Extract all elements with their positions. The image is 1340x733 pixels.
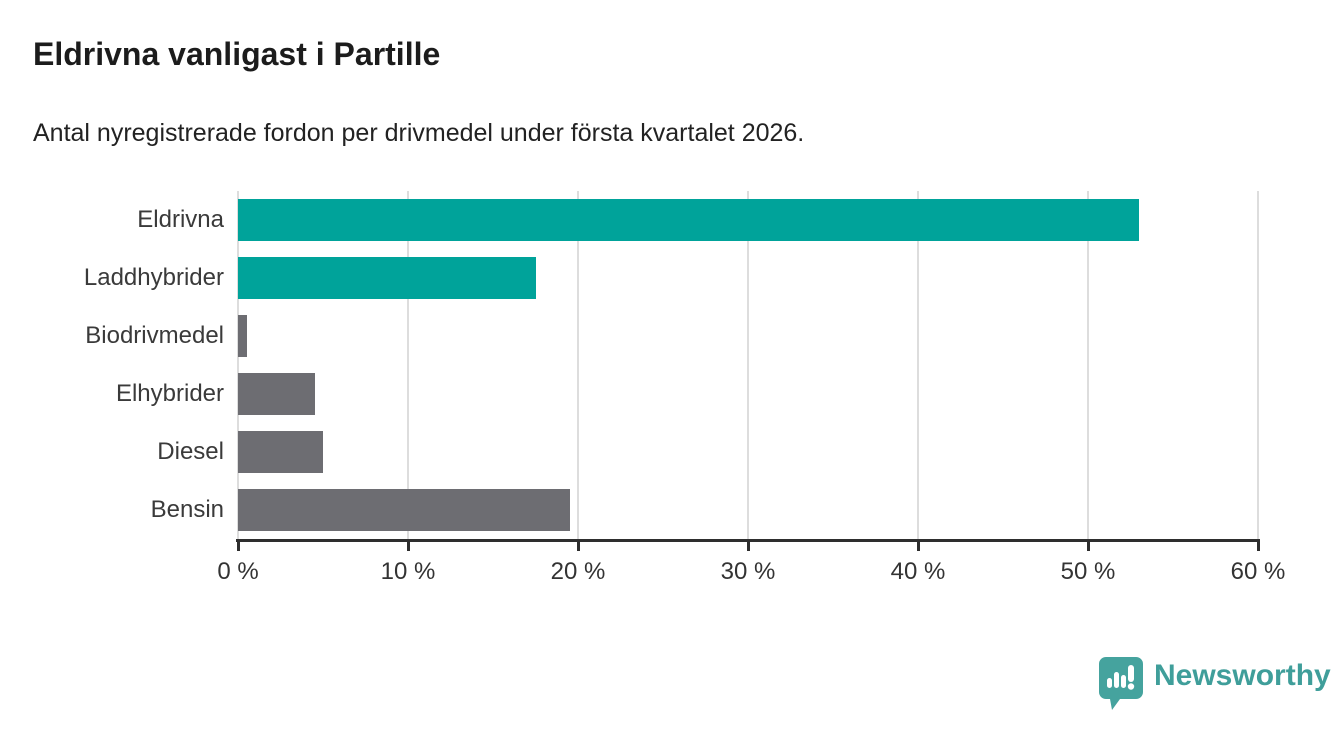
category-label: Elhybrider — [115, 380, 224, 407]
brand-name: Newsworthy — [1154, 659, 1331, 692]
gridline — [747, 191, 749, 539]
category-label: Biodrivmedel — [85, 322, 224, 349]
x-axis-tick — [407, 542, 410, 551]
bar-diesel — [238, 431, 323, 473]
x-axis-tick — [1087, 542, 1090, 551]
gridline — [917, 191, 919, 539]
bar-bensin — [238, 489, 570, 531]
x-tick-label: 0 % — [217, 558, 259, 585]
chart-subtitle: Antal nyregistrerade fordon per drivmede… — [33, 119, 805, 147]
chart-title: Eldrivna vanligast i Partille — [33, 36, 441, 72]
category-label: Eldrivna — [137, 206, 224, 233]
x-axis-tick — [1257, 542, 1260, 551]
newsworthy-brand-link[interactable]: Newsworthy — [1098, 656, 1331, 712]
x-axis-tick — [237, 542, 240, 551]
gridline — [237, 191, 239, 539]
x-tick-label: 20 % — [550, 558, 606, 585]
bar-elhybrider — [238, 373, 315, 415]
x-tick-label: 60 % — [1230, 558, 1286, 585]
x-axis-tick — [917, 542, 920, 551]
bar-biodrivmedel — [238, 315, 247, 357]
x-tick-label: 30 % — [720, 558, 776, 585]
x-axis-tick — [747, 542, 750, 551]
category-label: Diesel — [157, 438, 224, 465]
category-label: Bensin — [150, 496, 224, 523]
bar-laddhybrider — [238, 257, 536, 299]
x-axis-line — [236, 539, 1260, 542]
gridline — [1087, 191, 1089, 539]
x-tick-label: 50 % — [1060, 558, 1116, 585]
category-label: Laddhybrider — [83, 264, 224, 291]
gridline — [407, 191, 409, 539]
bar-eldrivna — [238, 199, 1139, 241]
newsworthy-logo-icon — [1099, 657, 1143, 710]
x-tick-label: 10 % — [380, 558, 436, 585]
gridline — [577, 191, 579, 539]
gridline — [1257, 191, 1259, 539]
x-axis-tick — [577, 542, 580, 551]
x-tick-label: 40 % — [890, 558, 946, 585]
